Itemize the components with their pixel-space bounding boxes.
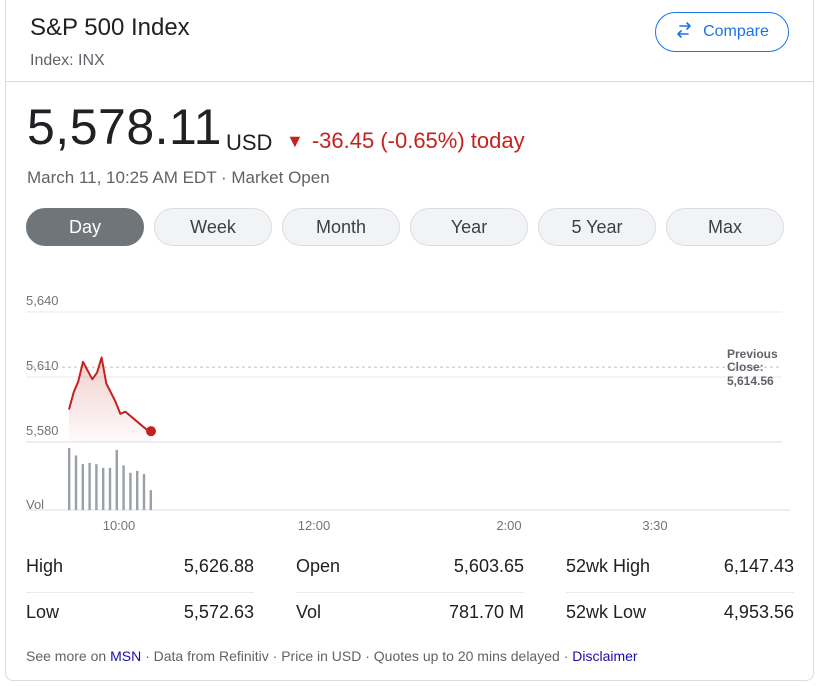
volume-axis-label: Vol: [26, 497, 44, 512]
y-tick-label: 5,640: [26, 293, 59, 308]
index-title: S&P 500 Index: [30, 14, 190, 41]
index-ticker: Index: INX: [30, 52, 105, 69]
previous-close-label: Close:: [727, 360, 764, 374]
disclaimer-link[interactable]: Disclaimer: [572, 648, 638, 664]
volume-bar: [88, 462, 91, 510]
stat-volume: Vol 781.70 M: [296, 602, 524, 622]
down-arrow-icon: ▼: [286, 130, 304, 151]
compare-label: Compare: [703, 23, 769, 40]
msn-link[interactable]: MSN: [110, 648, 142, 664]
volume-bar: [108, 467, 112, 510]
stat-low: Low 5,572.63: [26, 602, 254, 622]
stat-high: High 5,626.88: [26, 546, 254, 593]
tab-day[interactable]: Day: [26, 208, 144, 246]
volume-bars: [68, 448, 152, 510]
price-line: [68, 356, 152, 433]
x-tick-label: 10:00: [103, 518, 136, 533]
volume-bar: [102, 467, 105, 510]
volume-bar: [129, 472, 132, 510]
last-price-dot: [146, 426, 156, 437]
stock-card: [5, 0, 814, 681]
volume-bar: [74, 455, 78, 510]
range-tabs: Day Week Month Year 5 Year Max: [26, 208, 784, 246]
x-tick-label: 3:30: [642, 518, 667, 533]
current-price: 5,578.11: [27, 99, 222, 155]
stat-open: Open 5,603.65: [296, 546, 524, 593]
volume-bar: [115, 449, 118, 510]
volume-bar: [142, 474, 146, 510]
volume-bar: [81, 464, 84, 510]
tab-5-year[interactable]: 5 Year: [538, 208, 656, 246]
quote-timestamp: March 11, 10:25 AM EDT · Market Open: [27, 168, 330, 187]
previous-close-value: 5,614.56: [727, 374, 774, 388]
price-chart[interactable]: 5,640 5,610 5,580 Vol Previous Close: 5,…: [0, 280, 819, 540]
currency-label: USD: [226, 130, 273, 155]
footer-attribution: See more on MSN · Data from Refinitiv · …: [26, 648, 638, 664]
x-tick-label: 12:00: [298, 518, 331, 533]
price-change: ▼ -36.45 (-0.65%) today: [286, 128, 525, 154]
y-tick-label: 5,580: [26, 423, 59, 438]
stat-52wk-low: 52wk Low 4,953.56: [566, 602, 794, 622]
header-divider: [5, 81, 814, 82]
volume-bar: [68, 448, 71, 510]
price-change-text: -36.45 (-0.65%) today: [311, 128, 525, 153]
previous-close-label: Previous: [727, 347, 778, 361]
y-tick-label: 5,610: [26, 358, 59, 373]
tab-week[interactable]: Week: [154, 208, 272, 246]
tab-month[interactable]: Month: [282, 208, 400, 246]
tab-max[interactable]: Max: [666, 208, 784, 246]
volume-bar: [122, 465, 125, 510]
compare-arrows-icon: [675, 21, 693, 44]
volume-bar: [149, 490, 152, 510]
stat-52wk-high: 52wk High 6,147.43: [566, 546, 794, 593]
tab-year[interactable]: Year: [410, 208, 528, 246]
volume-bar: [95, 464, 98, 510]
x-tick-label: 2:00: [496, 518, 521, 533]
price-area-fill: [69, 357, 151, 442]
volume-bar: [136, 470, 139, 510]
compare-button[interactable]: Compare: [655, 12, 789, 52]
